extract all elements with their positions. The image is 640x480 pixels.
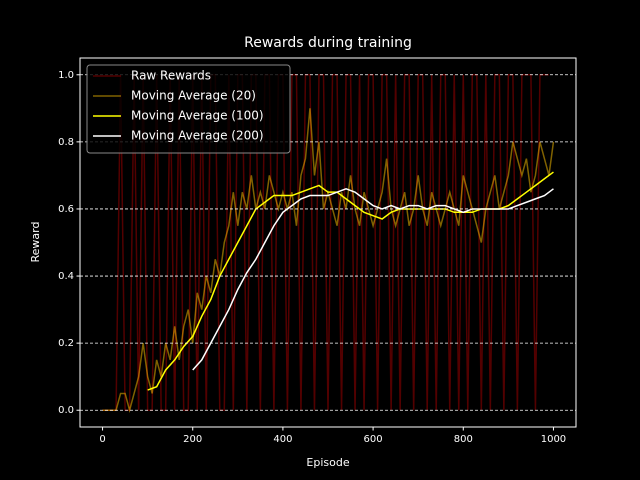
y-tick-label: 0.6 <box>58 204 74 215</box>
series-line <box>192 188 554 371</box>
x-axis-label: Episode <box>306 456 349 469</box>
legend-label: Moving Average (20) <box>131 89 256 103</box>
series-line <box>102 74 549 411</box>
legend-label: Moving Average (200) <box>131 129 264 143</box>
x-tick-label: 800 <box>454 434 473 445</box>
plot-frame <box>79 57 577 428</box>
legend-label: Raw Rewards <box>131 69 211 83</box>
y-tick-label: 0.2 <box>58 338 74 349</box>
x-tick-label: 1000 <box>541 434 566 445</box>
y-tick-label: 0.4 <box>58 271 74 282</box>
x-tick-label: 600 <box>364 434 383 445</box>
y-tick-label: 0.8 <box>58 137 74 148</box>
x-tick-label: 200 <box>183 434 202 445</box>
legend-label: Moving Average (100) <box>131 109 264 123</box>
x-tick-label: 400 <box>273 434 292 445</box>
x-tick-label: 0 <box>99 434 105 445</box>
legend-box <box>86 64 291 154</box>
chart-title: Rewards during training <box>244 35 412 51</box>
y-tick-label: 1.0 <box>58 70 74 81</box>
y-tick-label: 0.0 <box>58 405 74 416</box>
y-axis-label: Reward <box>29 222 42 263</box>
